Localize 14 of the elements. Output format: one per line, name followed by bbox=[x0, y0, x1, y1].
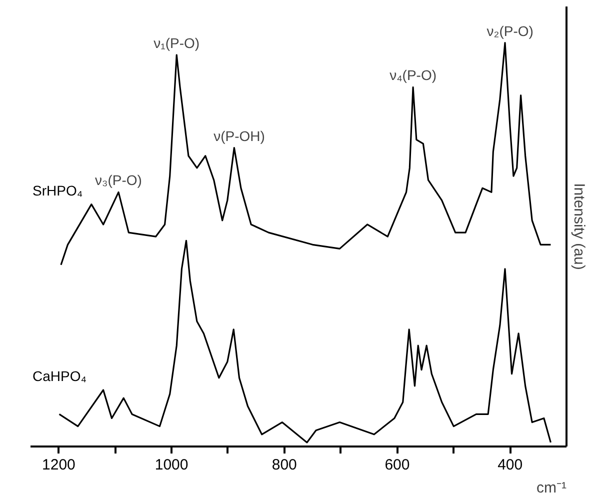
annotation: ν(P-OH) bbox=[214, 128, 265, 144]
x-tick-label: 1000 bbox=[154, 456, 188, 474]
annotation: ν₄(P-O) bbox=[390, 67, 437, 84]
annotation: ν₃(P-O) bbox=[95, 172, 142, 188]
x-axis-title: cm⁻¹ bbox=[536, 480, 567, 496]
y-axis-title: Intensity (au) bbox=[570, 183, 588, 270]
series-label: CaHPO₄ bbox=[32, 368, 87, 384]
series-label: SrHPO₄ bbox=[32, 182, 83, 198]
annotation: ν₂(P-O) bbox=[486, 22, 534, 39]
x-tick-label: 600 bbox=[384, 456, 410, 474]
x-tick-label: 400 bbox=[498, 456, 523, 474]
annotation: ν₁(P-O) bbox=[154, 34, 200, 51]
x-tick-label: 800 bbox=[272, 456, 297, 474]
x-tick-label: 1200 bbox=[42, 456, 76, 474]
